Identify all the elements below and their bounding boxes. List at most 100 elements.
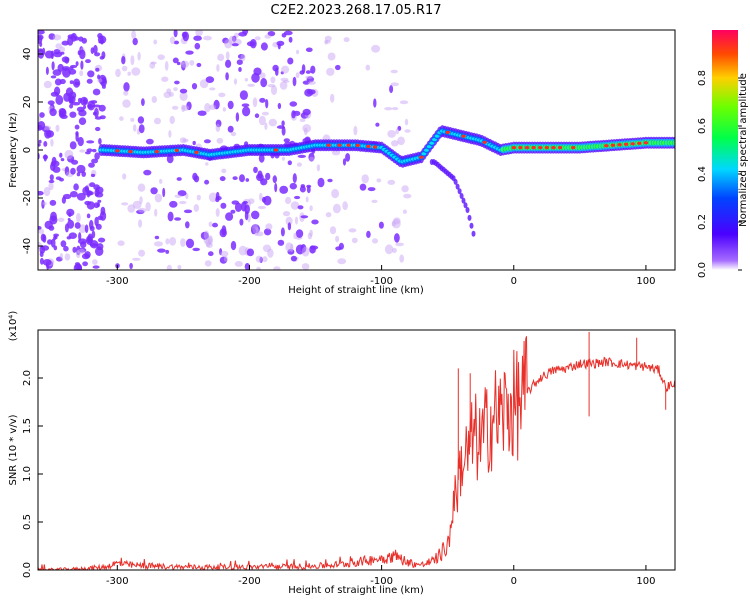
spectrogram-blob bbox=[84, 200, 91, 206]
ridge-peak bbox=[623, 142, 629, 146]
spectrogram-blob bbox=[141, 98, 145, 106]
spectrogram-blob bbox=[60, 240, 67, 248]
spectrogram-blob bbox=[59, 253, 64, 260]
ridge-peak bbox=[524, 146, 530, 150]
spectrogram-blob bbox=[42, 201, 47, 206]
spectrogram-blob bbox=[77, 97, 83, 104]
spectrogram-blob bbox=[310, 65, 316, 74]
spectrogram-blob bbox=[219, 176, 226, 182]
spectrogram-blob bbox=[267, 84, 276, 88]
spectrogram-blob bbox=[285, 216, 293, 226]
spectrogram-blob bbox=[100, 206, 106, 216]
colorbar-tick-label: 0.0 bbox=[697, 262, 708, 278]
spectrogram-blob bbox=[139, 196, 143, 205]
spectrogram-blob bbox=[208, 251, 214, 257]
spectrogram-blob bbox=[157, 248, 166, 253]
snr-y-ticks: 0.0 0.5 1.0 1.5 2.0 bbox=[22, 370, 43, 578]
snr-x-tick-label: 0 bbox=[511, 576, 517, 587]
spectrogram-blob bbox=[38, 121, 46, 130]
spectrogram-blob bbox=[325, 212, 332, 218]
spectrogram-blob bbox=[235, 112, 240, 122]
spectrogram-blob bbox=[281, 156, 285, 161]
spectrogram-y-tick-label: -40 bbox=[22, 238, 33, 254]
spectrogram-blob bbox=[95, 223, 102, 230]
spectrogram-blob bbox=[183, 209, 193, 214]
spectrogram-blob bbox=[216, 137, 224, 144]
spectrogram-blob bbox=[38, 48, 43, 52]
snr-panel: -300 -200 -100 0 100 0.0 0.5 1.0 1.5 2.0 Height … bbox=[8, 311, 676, 596]
spectrogram-blob bbox=[301, 263, 310, 270]
spectrogram-blob bbox=[233, 78, 238, 85]
ridge-peak bbox=[531, 146, 536, 150]
spectrogram-blob bbox=[80, 60, 84, 70]
spectrogram-blob bbox=[78, 109, 87, 117]
spectrogram-blob bbox=[301, 246, 310, 257]
spectrogram-blob bbox=[95, 67, 100, 72]
spectrogram-blob bbox=[351, 237, 358, 244]
spectrogram-blob bbox=[179, 200, 187, 205]
spectrogram-blob bbox=[83, 105, 87, 109]
spectrogram-blob bbox=[57, 63, 64, 72]
spectrogram-blob bbox=[265, 99, 269, 109]
spectrogram-blob bbox=[132, 124, 137, 132]
spectrogram-blob bbox=[84, 224, 89, 233]
spectrogram-blob bbox=[189, 60, 195, 66]
ridge-peak bbox=[372, 145, 378, 149]
spectrogram-blob bbox=[137, 183, 146, 192]
ridge-peak bbox=[544, 146, 549, 150]
spectrogram-blob bbox=[309, 245, 316, 254]
colorbar: 0.0 0.2 0.4 0.6 0.8 Normalized spectral ampl… bbox=[697, 30, 749, 278]
colorbar-tick-label: 0.4 bbox=[697, 166, 708, 182]
ridge-peak bbox=[326, 143, 331, 147]
branch-mark bbox=[465, 207, 470, 213]
spectrogram-blob bbox=[47, 239, 53, 245]
spectrogram-blob bbox=[391, 107, 399, 111]
spectrogram-blob bbox=[169, 36, 176, 45]
spectrogram-blob bbox=[87, 235, 91, 243]
spectrogram-blob bbox=[50, 211, 57, 222]
spectrogram-blob bbox=[238, 67, 242, 72]
spectrogram-blob bbox=[150, 187, 158, 195]
spectrogram-blob bbox=[55, 124, 60, 132]
spectrogram-blob bbox=[78, 224, 87, 234]
spectrogram-blob bbox=[47, 100, 55, 105]
spectrogram-blob bbox=[265, 172, 271, 181]
spectrogram-blob bbox=[169, 200, 178, 208]
spectrogram-blob bbox=[69, 80, 74, 85]
spectrogram-blob bbox=[162, 187, 166, 198]
ridge-core bbox=[426, 145, 432, 149]
spectrogram-blob bbox=[185, 238, 195, 249]
colorbar-tick-label: 0.8 bbox=[697, 70, 708, 86]
spectrogram-blob bbox=[182, 138, 189, 143]
spectrogram-blob bbox=[215, 197, 220, 203]
spectrogram-blob bbox=[246, 248, 254, 257]
ridge-peak bbox=[128, 150, 133, 154]
ridge-peak bbox=[538, 146, 543, 150]
spectrogram-blob bbox=[165, 249, 170, 254]
ridge-peak bbox=[557, 146, 563, 150]
ridge-peak bbox=[366, 144, 371, 148]
spectrogram-blob bbox=[387, 130, 396, 138]
spectrogram-blob bbox=[256, 266, 261, 270]
spectrogram-x-tick-label: -200 bbox=[238, 276, 261, 287]
spectrogram-blob bbox=[40, 233, 46, 242]
spectrogram-blob bbox=[252, 97, 258, 108]
spectrogram-blob bbox=[268, 118, 277, 127]
spectrogram-blob bbox=[395, 128, 400, 135]
spectrogram-x-tick-label: -300 bbox=[106, 276, 129, 287]
spectrogram-blob bbox=[309, 156, 315, 162]
spectrogram-blob bbox=[196, 194, 201, 201]
spectrogram-blob bbox=[366, 230, 371, 238]
spectrogram-blob bbox=[192, 172, 198, 181]
spectrogram-blob bbox=[361, 174, 369, 184]
spectrogram-blob bbox=[60, 51, 65, 55]
spectrogram-blob bbox=[38, 139, 42, 144]
spectrogram-blob bbox=[244, 263, 250, 270]
spectrogram-blob bbox=[80, 96, 89, 106]
spectrogram-blob bbox=[167, 211, 174, 222]
spectrogram-blob bbox=[151, 96, 157, 103]
ridge-peak bbox=[604, 144, 609, 148]
spectrogram-blob bbox=[69, 103, 74, 109]
spectrogram-blob bbox=[305, 70, 311, 74]
